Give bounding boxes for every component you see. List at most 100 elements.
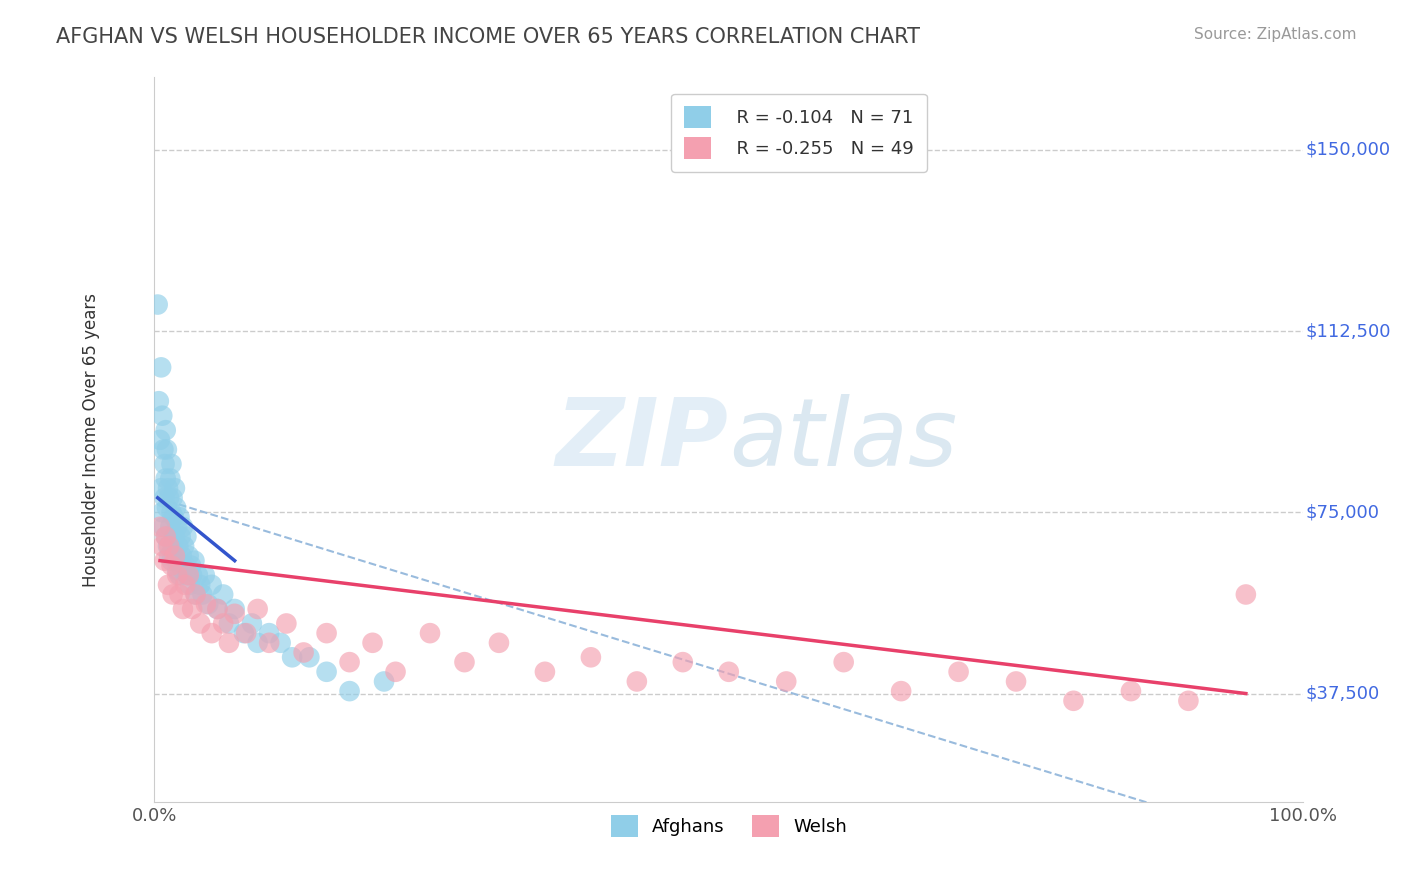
- Point: [166, 563, 188, 577]
- Point: [270, 636, 292, 650]
- Point: [315, 665, 337, 679]
- Point: [384, 665, 406, 679]
- Point: [165, 500, 187, 515]
- Point: [717, 665, 740, 679]
- Point: [890, 684, 912, 698]
- Point: [166, 520, 188, 534]
- Point: [948, 665, 970, 679]
- Point: [150, 505, 173, 519]
- Point: [191, 587, 214, 601]
- Point: [453, 655, 475, 669]
- Point: [160, 554, 183, 568]
- Point: [150, 539, 173, 553]
- Point: [184, 587, 207, 601]
- Point: [1177, 694, 1199, 708]
- Point: [832, 655, 855, 669]
- Point: [169, 587, 191, 601]
- Point: [1119, 684, 1142, 698]
- Point: [163, 549, 186, 563]
- Point: [152, 520, 174, 534]
- Legend: Afghans, Welsh: Afghans, Welsh: [603, 807, 855, 844]
- Point: [165, 554, 187, 568]
- Point: [488, 636, 510, 650]
- Point: [163, 529, 186, 543]
- Point: [160, 558, 183, 573]
- Point: [579, 650, 602, 665]
- Point: [232, 626, 254, 640]
- Point: [194, 568, 217, 582]
- Text: AFGHAN VS WELSH HOUSEHOLDER INCOME OVER 65 YEARS CORRELATION CHART: AFGHAN VS WELSH HOUSEHOLDER INCOME OVER …: [56, 27, 921, 46]
- Point: [246, 636, 269, 650]
- Point: [184, 587, 207, 601]
- Text: $75,000: $75,000: [1306, 503, 1379, 521]
- Point: [162, 587, 184, 601]
- Point: [157, 491, 180, 505]
- Point: [207, 602, 229, 616]
- Point: [149, 520, 172, 534]
- Point: [419, 626, 441, 640]
- Point: [180, 558, 202, 573]
- Point: [201, 578, 224, 592]
- Point: [240, 616, 263, 631]
- Point: [276, 616, 298, 631]
- Point: [361, 636, 384, 650]
- Point: [153, 554, 176, 568]
- Point: [207, 602, 229, 616]
- Point: [160, 505, 183, 519]
- Point: [157, 549, 180, 563]
- Point: [177, 568, 200, 582]
- Point: [775, 674, 797, 689]
- Point: [179, 578, 201, 592]
- Point: [148, 394, 170, 409]
- Point: [172, 520, 194, 534]
- Point: [315, 626, 337, 640]
- Point: [172, 563, 194, 577]
- Point: [157, 481, 180, 495]
- Point: [157, 539, 180, 553]
- Text: $37,500: $37,500: [1306, 684, 1379, 703]
- Point: [235, 626, 257, 640]
- Point: [150, 481, 173, 495]
- Point: [212, 616, 235, 631]
- Point: [672, 655, 695, 669]
- Point: [181, 602, 204, 616]
- Point: [155, 471, 177, 485]
- Point: [156, 442, 179, 457]
- Point: [1063, 694, 1085, 708]
- Point: [169, 529, 191, 543]
- Point: [169, 510, 191, 524]
- Point: [150, 360, 173, 375]
- Point: [160, 457, 183, 471]
- Point: [1005, 674, 1028, 689]
- Point: [339, 655, 361, 669]
- Point: [339, 684, 361, 698]
- Point: [163, 481, 186, 495]
- Point: [197, 597, 219, 611]
- Point: [146, 297, 169, 311]
- Point: [167, 539, 190, 553]
- Point: [177, 549, 200, 563]
- Point: [174, 558, 197, 573]
- Text: ZIP: ZIP: [555, 394, 728, 486]
- Point: [534, 665, 557, 679]
- Point: [155, 529, 177, 543]
- Text: atlas: atlas: [728, 394, 957, 485]
- Point: [281, 650, 304, 665]
- Point: [155, 423, 177, 437]
- Point: [181, 568, 204, 582]
- Text: $150,000: $150,000: [1306, 141, 1391, 159]
- Point: [212, 587, 235, 601]
- Text: Householder Income Over 65 years: Householder Income Over 65 years: [82, 293, 100, 587]
- Point: [153, 457, 176, 471]
- Point: [188, 578, 211, 592]
- Point: [183, 554, 205, 568]
- Point: [174, 578, 197, 592]
- Point: [1234, 587, 1257, 601]
- Point: [218, 636, 240, 650]
- Point: [176, 529, 198, 543]
- Point: [257, 636, 280, 650]
- Point: [194, 597, 217, 611]
- Point: [246, 602, 269, 616]
- Point: [257, 626, 280, 640]
- Point: [626, 674, 648, 689]
